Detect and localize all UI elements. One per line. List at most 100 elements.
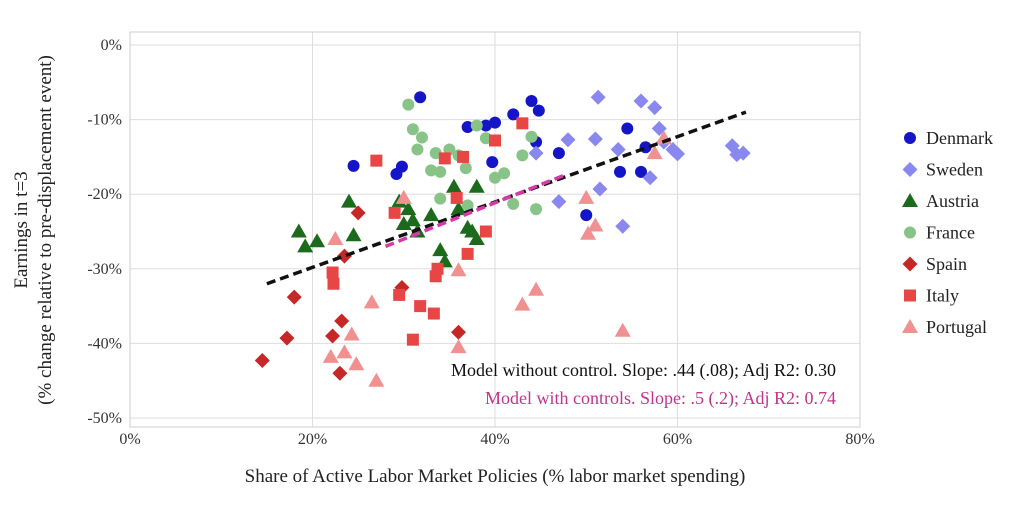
data-point-italy	[327, 277, 340, 290]
data-point-france	[411, 143, 424, 156]
y-tick-label: -30%	[87, 261, 122, 278]
data-point-sweden	[590, 89, 606, 105]
data-point-portugal	[450, 339, 467, 354]
data-point-portugal	[614, 322, 631, 337]
series-denmark	[347, 91, 652, 222]
data-point-france	[479, 132, 492, 145]
y-tick-label: 0%	[101, 37, 122, 54]
data-point-italy	[479, 225, 492, 238]
data-point-austria	[309, 233, 326, 248]
data-point-italy	[489, 134, 501, 147]
legend-label-france: France	[926, 223, 975, 243]
annotation-with-controls: Model with controls. Slope: .5 (.2); Adj…	[485, 388, 836, 409]
data-point-denmark	[395, 160, 408, 173]
data-point-denmark	[614, 165, 627, 178]
data-point-france	[402, 98, 415, 111]
data-point-france	[470, 119, 483, 132]
fit-line-with-controls	[384, 173, 565, 249]
legend-label-portugal: Portugal	[926, 317, 987, 337]
legend-label-italy: Italy	[926, 286, 959, 306]
data-point-austria	[450, 201, 467, 216]
data-point-denmark	[486, 156, 499, 169]
data-point-france	[425, 164, 438, 177]
legend-item-portugal: Portugal	[902, 317, 987, 337]
data-point-denmark	[461, 121, 474, 134]
data-point-italy	[438, 152, 451, 165]
data-point-austria	[445, 178, 462, 193]
data-point-france	[429, 147, 442, 160]
data-point-sweden	[551, 194, 567, 210]
data-point-austria	[423, 207, 440, 222]
data-point-denmark	[532, 104, 545, 117]
legend-marker-spain	[902, 256, 918, 272]
data-point-spain	[279, 330, 295, 346]
y-tick-label: -20%	[87, 186, 122, 203]
legend: Denmark Sweden Austria France Spain Italy Port…	[902, 128, 993, 337]
legend-item-sweden: Sweden	[902, 160, 983, 180]
y-tick-label: -10%	[87, 112, 122, 129]
data-point-spain	[451, 324, 466, 340]
data-point-france	[406, 123, 419, 136]
data-point-france	[498, 167, 511, 180]
data-point-denmark	[635, 165, 647, 178]
data-point-portugal	[348, 356, 365, 371]
data-point-austria	[297, 238, 314, 253]
data-point-france	[516, 149, 529, 162]
data-point-france	[434, 165, 447, 178]
data-point-france	[525, 130, 538, 143]
data-point-sweden	[670, 146, 685, 162]
data-point-austria	[432, 242, 449, 257]
data-point-sweden	[647, 100, 663, 116]
data-point-denmark	[414, 91, 427, 104]
x-axis-title: Share of Active Labor Market Policies (%…	[245, 466, 746, 487]
data-point-sweden	[642, 170, 658, 186]
data-point-france	[434, 192, 447, 205]
data-point-portugal	[368, 372, 385, 387]
legend-label-spain: Spain	[926, 254, 967, 274]
x-tick-label: 0%	[119, 431, 140, 448]
data-point-sweden	[560, 132, 576, 148]
data-point-spain	[286, 289, 302, 305]
data-point-italy	[461, 247, 474, 260]
data-point-france	[459, 162, 472, 175]
y-axis-title-line2: (% change relative to pre-displacement e…	[35, 55, 56, 405]
data-point-portugal	[336, 344, 353, 359]
series-france	[402, 98, 543, 216]
legend-label-sweden: Sweden	[926, 160, 983, 180]
data-point-sweden	[735, 145, 751, 161]
legend-item-france: France	[904, 223, 975, 243]
data-point-france	[416, 131, 428, 144]
data-point-italy	[414, 300, 427, 313]
data-point-italy	[393, 288, 406, 301]
data-point-portugal	[646, 145, 663, 160]
data-point-italy	[406, 333, 419, 346]
data-point-austria	[345, 227, 362, 242]
data-point-portugal	[514, 296, 531, 311]
data-point-spain	[336, 248, 352, 264]
data-point-spain	[254, 353, 270, 369]
annotation-without-control: Model without control. Slope: .44 (.08);…	[451, 360, 836, 381]
data-point-denmark	[489, 116, 501, 129]
data-point-austria	[290, 223, 307, 238]
legend-marker-portugal	[902, 319, 918, 333]
data-point-italy	[516, 117, 529, 130]
data-point-austria	[468, 230, 485, 245]
data-point-austria	[395, 216, 412, 231]
data-point-italy	[370, 154, 383, 167]
data-point-sweden	[633, 93, 649, 109]
data-point-portugal	[528, 281, 545, 296]
data-point-portugal	[578, 189, 595, 204]
data-point-sweden	[610, 141, 626, 157]
x-tick-label: 80%	[845, 431, 874, 448]
series-sweden	[528, 89, 751, 234]
data-point-spain	[350, 205, 366, 221]
legend-item-italy: Italy	[904, 286, 959, 306]
data-point-spain	[332, 365, 348, 381]
y-tick-label: -40%	[87, 335, 122, 352]
data-point-denmark	[621, 122, 634, 135]
legend-item-denmark: Denmark	[904, 128, 993, 148]
data-point-spain	[325, 328, 341, 344]
data-point-portugal	[587, 217, 604, 232]
data-point-sweden	[615, 218, 631, 234]
